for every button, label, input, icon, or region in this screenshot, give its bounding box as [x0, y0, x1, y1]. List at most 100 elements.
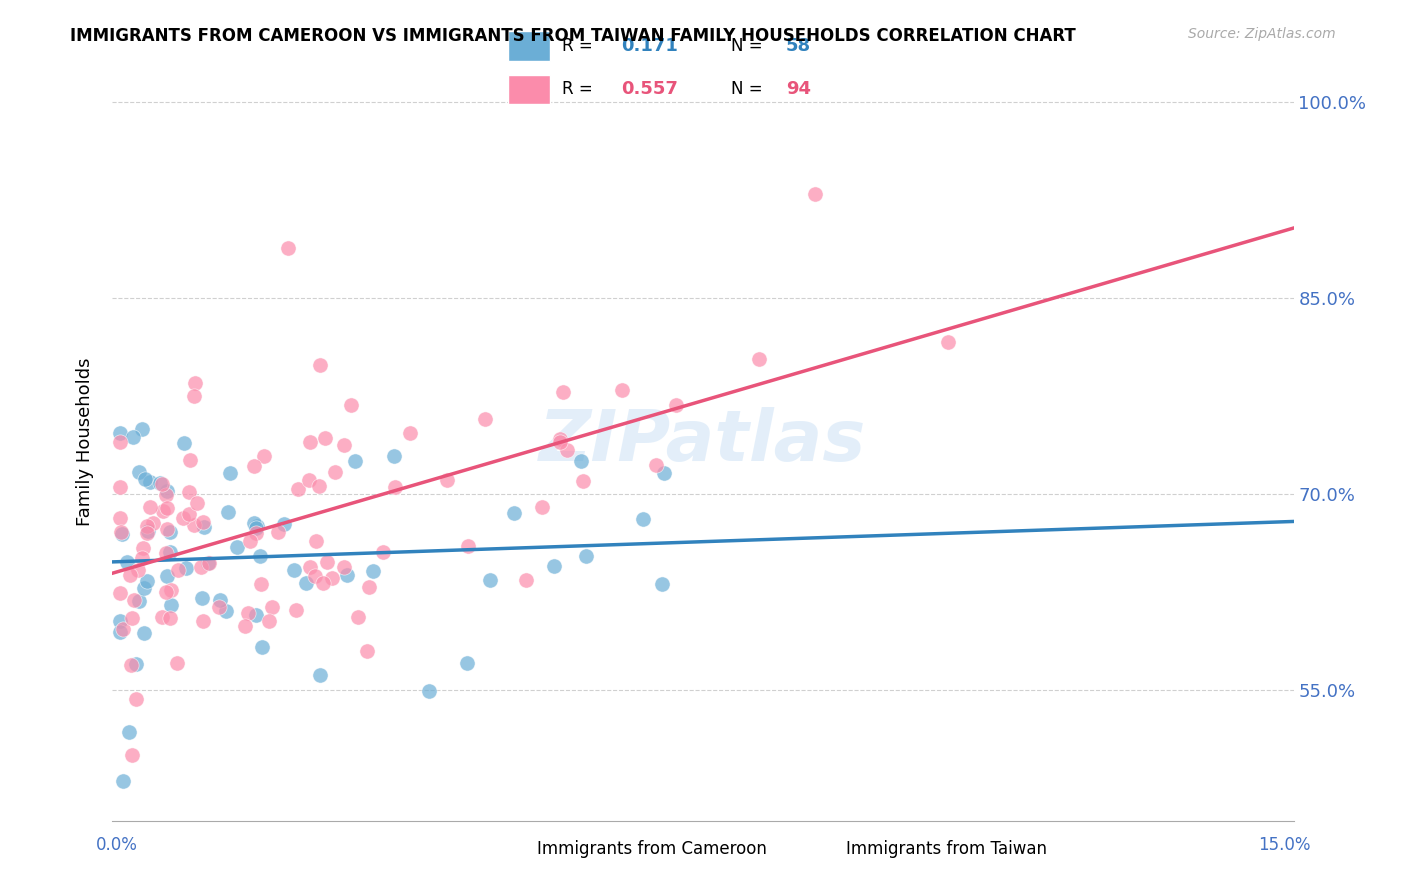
Text: R =: R =: [562, 37, 599, 55]
Point: [457, 540, 479, 554]
Text: 58: 58: [786, 37, 811, 55]
Point: [110, 524, 132, 539]
Point: [156, 500, 179, 515]
FancyBboxPatch shape: [508, 31, 550, 61]
Point: [135, 574, 157, 589]
Point: [356, 643, 378, 657]
Text: N =: N =: [731, 80, 768, 98]
Point: [156, 522, 179, 536]
Point: [134, 581, 156, 595]
Point: [110, 624, 132, 639]
Point: [159, 524, 181, 539]
Point: [357, 580, 380, 594]
Point: [111, 622, 134, 636]
Point: [176, 561, 198, 575]
Point: [321, 571, 343, 585]
Point: [239, 533, 262, 548]
Point: [309, 358, 332, 372]
Point: [110, 586, 132, 600]
Point: [121, 611, 143, 625]
Point: [243, 516, 266, 530]
Point: [747, 351, 769, 366]
Point: [803, 186, 825, 201]
Point: [314, 431, 336, 445]
Point: [173, 436, 195, 450]
Point: [110, 434, 132, 449]
Point: [610, 383, 633, 397]
Text: Source: ZipAtlas.com: Source: ZipAtlas.com: [1188, 27, 1336, 41]
Point: [136, 518, 159, 533]
Point: [197, 556, 219, 570]
Point: [371, 545, 394, 559]
Point: [215, 604, 238, 618]
Point: [218, 466, 240, 480]
Point: [191, 614, 214, 628]
Point: [260, 600, 283, 615]
Point: [551, 385, 574, 400]
Point: [346, 609, 368, 624]
Point: [257, 614, 280, 628]
Point: [308, 478, 330, 492]
Point: [155, 488, 177, 502]
Point: [548, 434, 571, 449]
Point: [283, 563, 305, 577]
Point: [177, 507, 200, 521]
Point: [305, 533, 328, 548]
Point: [155, 546, 177, 560]
Point: [191, 515, 214, 529]
Point: [197, 556, 219, 570]
Point: [382, 450, 405, 464]
Point: [118, 724, 141, 739]
Point: [127, 563, 149, 577]
Point: [308, 667, 330, 681]
Point: [418, 684, 440, 698]
Point: [571, 475, 593, 489]
Point: [503, 506, 526, 520]
Point: [110, 425, 132, 440]
Point: [644, 458, 666, 472]
Point: [152, 476, 174, 491]
Y-axis label: Family Households: Family Households: [76, 358, 94, 525]
Point: [252, 449, 274, 463]
Point: [120, 658, 142, 673]
Point: [285, 603, 308, 617]
Point: [183, 389, 205, 403]
Text: R =: R =: [562, 80, 599, 98]
Point: [136, 525, 159, 540]
Point: [246, 519, 269, 533]
Point: [139, 500, 162, 514]
Point: [118, 567, 141, 582]
Point: [665, 398, 688, 412]
Point: [633, 512, 655, 526]
Point: [233, 619, 256, 633]
Point: [121, 748, 143, 763]
Point: [273, 516, 295, 531]
Point: [167, 563, 190, 577]
Point: [295, 575, 318, 590]
Point: [179, 452, 201, 467]
Text: IMMIGRANTS FROM CAMEROON VS IMMIGRANTS FROM TAIWAN FAMILY HOUSEHOLDS CORRELATION: IMMIGRANTS FROM CAMEROON VS IMMIGRANTS F…: [70, 27, 1076, 45]
Point: [267, 525, 290, 540]
Point: [159, 545, 181, 559]
Point: [112, 774, 135, 789]
Text: 0.557: 0.557: [621, 80, 678, 98]
Point: [298, 559, 321, 574]
Point: [652, 466, 675, 480]
Point: [575, 549, 598, 563]
Point: [323, 465, 346, 479]
Point: [479, 573, 502, 587]
Point: [132, 626, 155, 640]
Point: [166, 657, 188, 671]
Point: [217, 505, 239, 519]
Text: Immigrants from Taiwan: Immigrants from Taiwan: [846, 840, 1047, 858]
Point: [131, 550, 153, 565]
FancyBboxPatch shape: [508, 75, 550, 104]
Point: [208, 600, 231, 615]
Point: [312, 576, 335, 591]
Point: [242, 458, 264, 473]
Point: [115, 555, 138, 569]
Point: [515, 573, 537, 587]
Point: [125, 657, 148, 671]
Point: [287, 482, 309, 496]
Point: [530, 500, 553, 515]
